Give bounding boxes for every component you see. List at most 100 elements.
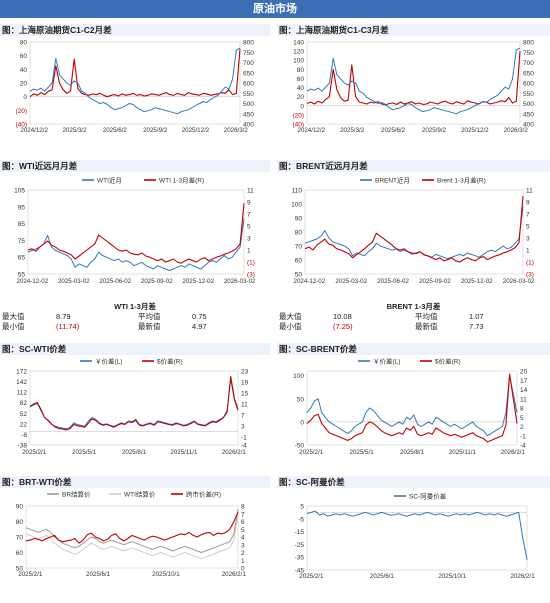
chart-sc-wti: 172 142 112 82 52 22 -8 -38 23 19 15 11 7 3 -1 -4 2025/2… xyxy=(16,357,249,457)
x-tick-label: 2025-06-02 xyxy=(99,278,131,285)
y-left-tick-label: -35 xyxy=(295,555,305,562)
y-right-tick-label: 800 xyxy=(243,40,254,47)
y-left-tick-label: (40) xyxy=(292,122,304,129)
x-tick-label: 2025/12/2 xyxy=(461,127,489,134)
y-right-tick-label: (3) xyxy=(526,272,534,279)
x-tick-label: 2025/3/2 xyxy=(340,127,365,134)
x-tick-label: 2026-03-02 xyxy=(503,278,535,285)
x-tick-label: 2025/12/2 xyxy=(182,127,210,134)
x-tick-label: 2025/5/1 xyxy=(350,449,375,456)
panel-title-sc-c1c2: 图：上海原油期货C1-C2月差 xyxy=(0,24,270,36)
y-left-tick-label: (20) xyxy=(292,112,304,119)
panel-title-brent-spread: 图：BRENT近远月月差 xyxy=(277,160,550,172)
legend-label: BR结算价 xyxy=(62,490,91,499)
brent-stats-table: BRENT 1-3月差 最大值 10.08 平均值 1.07 最小值 (7.25… xyxy=(277,302,550,332)
y-right-tick-label: 400 xyxy=(523,122,534,129)
y-right-tick-label: -1 xyxy=(241,434,247,441)
y-left-tick-label: 82 xyxy=(20,400,28,407)
y-right-tick-label: 7 xyxy=(241,412,245,419)
x-tick-label: 2025-06-02 xyxy=(377,278,409,285)
y-left-tick-label: 100 xyxy=(293,58,304,65)
y-left-tick-label: 112 xyxy=(17,390,28,397)
wti-last-value: 4.97 xyxy=(192,322,207,331)
y-right-tick-label: 20 xyxy=(520,369,528,376)
series-line-1 xyxy=(29,375,239,431)
y-right-tick-label: 600 xyxy=(243,81,254,88)
legend-label: WTI 1-3月差(R) xyxy=(159,176,204,185)
y-left-tick-label: 60 xyxy=(297,76,305,83)
y-left-tick-label: 0 xyxy=(23,94,27,101)
y-left-tick-label: 50 xyxy=(295,272,303,279)
wti-avg-value: 0.75 xyxy=(192,312,207,321)
plot-frame xyxy=(29,41,241,125)
x-tick-label: 2025-12-02 xyxy=(182,278,214,285)
y-right-tick-label: 6 xyxy=(241,519,245,526)
series-line-1 xyxy=(27,203,245,264)
x-tick-label: 2026/3/2 xyxy=(504,127,529,134)
y-left-tick-label: -5 xyxy=(298,516,304,523)
y-right-tick-label: 19 xyxy=(241,379,249,386)
y-left-tick-label: 90 xyxy=(295,216,303,223)
legend-label: BRENT近月 xyxy=(375,176,410,185)
y-left-tick-label: 80 xyxy=(20,40,28,47)
x-tick-label: 2025/6/1 xyxy=(86,571,111,578)
y-left-tick-label: 0 xyxy=(300,419,304,426)
y-right-tick-label: 7 xyxy=(247,212,251,219)
y-right-tick-label: 550 xyxy=(523,91,534,98)
y-left-tick-label: 22 xyxy=(20,421,28,428)
x-tick-label: 2025/3/2 xyxy=(62,127,87,134)
y-right-tick-label: 750 xyxy=(243,50,254,57)
x-tick-label: 2026/2/1 xyxy=(222,449,247,456)
legend-label: $价差(R) xyxy=(157,357,183,366)
plot-frame xyxy=(306,41,521,125)
series-line-1 xyxy=(29,47,241,115)
y-right-tick-label: 650 xyxy=(523,70,534,77)
series-line-2 xyxy=(25,511,239,544)
brent-max-value: 10.08 xyxy=(333,312,352,321)
y-left-tick-label: -25 xyxy=(295,542,305,549)
x-tick-label: 2025/2/1 xyxy=(18,571,43,578)
plot-frame xyxy=(304,189,524,275)
y-left-tick-label: 120 xyxy=(293,49,304,56)
y-right-tick-label: 5 xyxy=(241,527,245,534)
series-line-1 xyxy=(304,195,524,263)
legend-label: ￥价差(L) xyxy=(373,357,400,366)
y-right-tick-label: 8 xyxy=(520,406,524,413)
plot-frame xyxy=(306,370,518,446)
y-left-tick-label: 90 xyxy=(16,504,24,511)
brent-min-value: (7.25) xyxy=(333,322,353,331)
x-tick-label: 2024-12-02 xyxy=(16,278,48,285)
series-line-1 xyxy=(306,47,521,115)
brent-last-label: 最新值 xyxy=(415,322,438,331)
x-tick-label: 2026/3/2 xyxy=(224,127,249,134)
y-right-tick-label: 400 xyxy=(243,122,254,129)
y-right-tick-label: 9 xyxy=(247,200,251,207)
y-right-tick-label: 700 xyxy=(523,60,534,67)
legend-label: $价差(R) xyxy=(435,357,461,366)
y-right-tick-label: -1 xyxy=(520,433,526,440)
y-right-tick-label: 3 xyxy=(247,236,251,243)
y-left-tick-label: 65 xyxy=(18,255,26,262)
panel-title-sc-brent: 图：SC-BRENT价差 xyxy=(277,343,550,355)
y-right-tick-label: (3) xyxy=(247,272,255,279)
brent-last-value: 7.73 xyxy=(469,322,484,331)
series-line-0 xyxy=(306,51,521,106)
y-left-tick-label: -45 xyxy=(295,568,305,575)
y-left-tick-label: 50 xyxy=(297,396,305,403)
y-right-tick-label: 600 xyxy=(523,81,534,88)
y-right-tick-label: 500 xyxy=(243,101,254,108)
x-tick-label: 2025/5/1 xyxy=(72,449,97,456)
y-right-tick-label: 3 xyxy=(526,236,530,243)
wti-max-label: 最大值 xyxy=(2,312,25,321)
y-right-tick-label: 11 xyxy=(247,188,254,195)
y-right-tick-label: 5 xyxy=(520,415,524,422)
y-left-tick-label: 85 xyxy=(18,221,26,228)
series-line-1 xyxy=(25,515,239,560)
y-left-tick-label: 80 xyxy=(16,519,24,526)
series-line-0 xyxy=(306,375,518,437)
y-right-tick-label: -4 xyxy=(520,443,526,450)
y-right-tick-label: 5 xyxy=(247,224,251,231)
wti-stats-caption: WTI 1-3月差 xyxy=(114,302,156,311)
x-tick-label: 2025/6/2 xyxy=(381,127,406,134)
plot-frame xyxy=(27,189,245,275)
